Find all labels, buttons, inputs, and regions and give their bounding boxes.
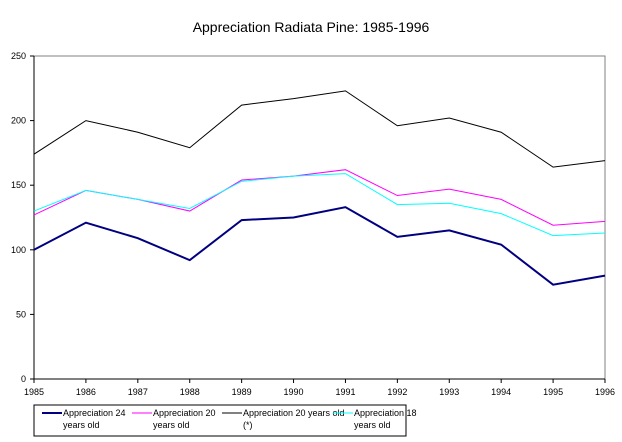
plot-area-border — [33, 55, 606, 380]
x-tick-label: 1985 — [24, 387, 44, 397]
x-tick-label: 1994 — [491, 387, 511, 397]
legend-label: Appreciation 20 years old (*) — [243, 408, 345, 430]
y-tick-label: 200 — [11, 116, 26, 126]
y-tick-label: 0 — [21, 374, 26, 384]
y-tick-label: 150 — [11, 180, 26, 190]
series-line-2 — [33, 169, 606, 226]
x-tick-label: 1992 — [387, 387, 407, 397]
legend-box — [33, 404, 407, 437]
legend-label: Appreciation 18 years old — [354, 408, 417, 430]
x-tick-label: 1995 — [543, 387, 563, 397]
x-tick-label: 1988 — [180, 387, 200, 397]
y-tick-label: 100 — [11, 245, 26, 255]
x-tick-label: 1989 — [232, 387, 252, 397]
y-tick-label: 50 — [16, 309, 26, 319]
series-line-1 — [33, 206, 606, 286]
legend-label: Appreciation 24 years old — [63, 408, 126, 430]
y-tick-label: 250 — [11, 51, 26, 61]
series-line-3 — [33, 90, 606, 168]
x-tick-label: 1987 — [128, 387, 148, 397]
x-tick-label: 1990 — [284, 387, 304, 397]
x-tick-label: 1993 — [439, 387, 459, 397]
legend-label: Appreciation 20 years old — [153, 408, 216, 430]
x-tick-label: 1986 — [76, 387, 96, 397]
series-line-4 — [33, 173, 606, 237]
chart-title: Appreciation Radiata Pine: 1985-1996 — [193, 19, 430, 35]
x-tick-label: 1996 — [595, 387, 615, 397]
x-tick-label: 1991 — [335, 387, 355, 397]
